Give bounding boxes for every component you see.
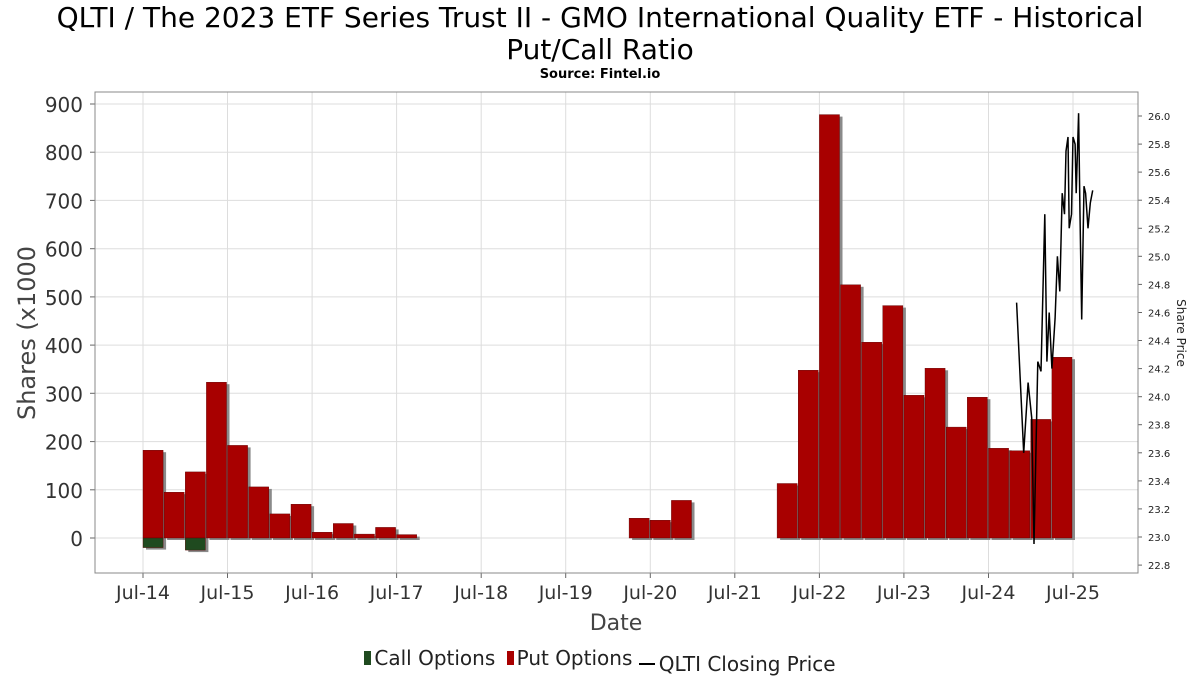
axis-layer: 0 100 200 300 400 500 600 700 800 900 Jul-14 Jul-15… (45, 91, 1170, 604)
y-axis-label: Shares (x1000 (13, 246, 41, 420)
x-tick-label: Jul-20 (622, 582, 677, 604)
legend-price[interactable]: QLTI Closing Price (638, 652, 836, 676)
y-tick-label: 700 (45, 189, 83, 213)
chart-subtitle: Source: Fintel.io (539, 67, 661, 82)
put-bar (248, 486, 269, 539)
put-bar-shadow (399, 536, 420, 540)
put-bar (227, 445, 248, 539)
y-tick-label: 0 (70, 527, 83, 551)
y-tick-label: 300 (45, 382, 83, 406)
put-bar (311, 532, 333, 539)
y2-tick-label: 25.4 (1148, 196, 1170, 207)
put-bar (354, 533, 375, 539)
legend-put-label: Put Options (516, 646, 633, 670)
y2-tick-label: 25.2 (1148, 224, 1170, 235)
y2-tick-label: 23.6 (1148, 449, 1170, 460)
put-bar (882, 305, 904, 539)
x-tick-label: Jul-23 (876, 582, 931, 604)
y2-tick-label: 26.0 (1148, 112, 1170, 123)
x-tick-label: Jul-24 (961, 582, 1016, 604)
y2-tick-label: 22.8 (1148, 561, 1170, 572)
put-bar (671, 500, 692, 539)
put-bar (206, 382, 227, 539)
legend-put[interactable]: Put Options (502, 646, 633, 670)
y2-tick-label: 23.8 (1148, 421, 1170, 432)
put-bar (185, 471, 206, 539)
x-tick-label: Jul-18 (453, 582, 508, 604)
legend-call[interactable]: Call Options (364, 646, 495, 670)
chart-legend: Call Options Put Options QLTI Closing Pr… (0, 646, 1200, 676)
y2-tick-label: 25.6 (1148, 168, 1170, 179)
put-bar (1051, 357, 1073, 539)
put-bar (903, 395, 925, 539)
x-tick-label: Jul-19 (538, 582, 593, 604)
call-bar (185, 537, 206, 551)
chart-title-line2: Put/Call Ratio (506, 33, 694, 66)
y2-tick-label: 25.0 (1148, 252, 1170, 263)
legend-call-swatch (364, 651, 372, 665)
y2-tick-label: 24.2 (1148, 365, 1170, 376)
legend-put-swatch (506, 651, 514, 665)
legend-price-swatch (638, 663, 655, 665)
y2-tick-label: 24.6 (1148, 309, 1170, 320)
legend-price-label: QLTI Closing Price (658, 652, 836, 676)
put-bar (269, 513, 291, 539)
y-tick-label: 200 (45, 431, 83, 455)
put-bar (798, 370, 819, 539)
put-bar (290, 504, 312, 539)
x-tick-label: Jul-22 (791, 582, 846, 604)
put-bar (988, 448, 1009, 539)
put-bar (375, 527, 396, 539)
price-line-layer (1015, 113, 1094, 545)
y2-axis-label: Share Price (1174, 299, 1188, 367)
closing-price-line (1015, 113, 1094, 545)
x-tick-label: Jul-25 (1045, 582, 1100, 604)
y-tick-label: 400 (45, 334, 83, 358)
put-bar (861, 342, 882, 539)
y-tick-label: 800 (45, 141, 83, 165)
put-bar (333, 523, 354, 539)
call-bar (142, 537, 164, 548)
put-bar (840, 284, 861, 539)
put-bar (776, 483, 798, 539)
x-tick-label: Jul-17 (369, 582, 424, 604)
x-tick-label: Jul-16 (284, 582, 339, 604)
y-tick-label: 600 (45, 238, 83, 262)
put-bar (163, 492, 185, 539)
x-axis-label: Date (590, 611, 643, 636)
put-bar (142, 450, 164, 539)
y2-tick-label: 24.4 (1148, 337, 1170, 348)
x-tick-label: Jul-21 (707, 582, 762, 604)
x-tick-label: Jul-14 (115, 582, 170, 604)
y2-tick-label: 24.8 (1148, 280, 1170, 291)
put-bar (628, 518, 650, 539)
y2-tick-label: 23.0 (1148, 533, 1170, 544)
put-bar (819, 114, 840, 539)
bar-layer (142, 114, 1075, 553)
x-tick-label: Jul-15 (200, 582, 255, 604)
y2-tick-label: 25.8 (1148, 140, 1170, 151)
put-bar (1009, 450, 1030, 539)
chart-title-line1: QLTI / The 2023 ETF Series Trust II - GM… (56, 1, 1144, 34)
put-bar (924, 368, 946, 539)
put-bar (967, 397, 988, 539)
chart-title: QLTI / The 2023 ETF Series Trust II - GM… (0, 2, 1200, 66)
put-bar (650, 520, 671, 539)
legend-call-label: Call Options (374, 646, 496, 670)
put-bar (396, 534, 417, 539)
plot-frame (94, 91, 1139, 574)
y2-tick-label: 24.0 (1148, 393, 1170, 404)
y-tick-label: 500 (45, 286, 83, 310)
y2-tick-label: 23.2 (1148, 505, 1170, 516)
y-tick-label: 900 (45, 93, 83, 117)
put-bar (946, 426, 967, 539)
y-tick-label: 100 (45, 479, 83, 503)
y2-tick-label: 23.4 (1148, 477, 1170, 488)
